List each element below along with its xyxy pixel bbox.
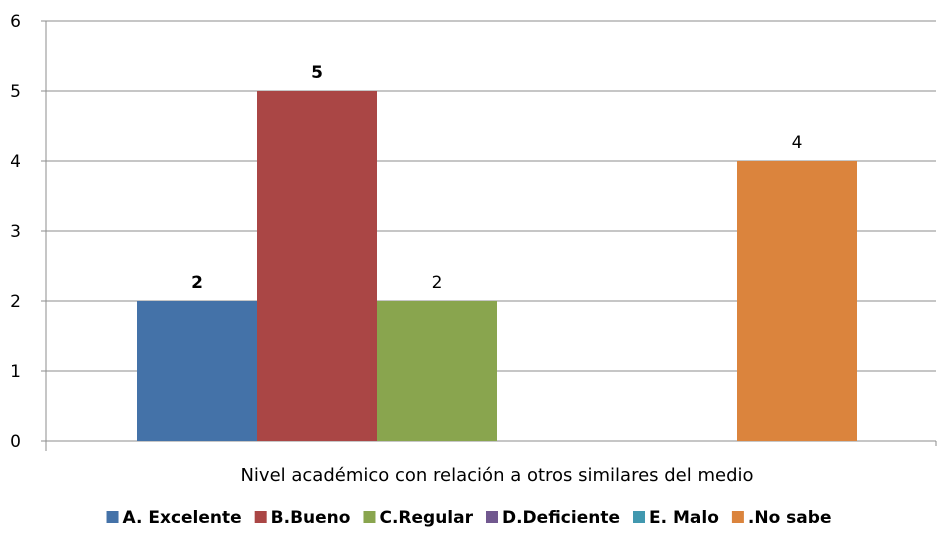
legend-swatch [633, 511, 646, 523]
bar-3 [377, 301, 497, 441]
y-tick-label: 0 [10, 432, 21, 452]
y-tick-label: 6 [10, 12, 21, 32]
legend-label: A. Excelente [123, 508, 242, 528]
y-tick-label: 2 [10, 292, 21, 312]
legend-label: E. Malo [649, 508, 719, 528]
y-tick-label: 1 [10, 362, 21, 382]
y-tick-label: 5 [10, 82, 21, 102]
data-labels: 2 5 2 4 [191, 63, 802, 293]
y-tick-label: 3 [10, 222, 21, 242]
legend-swatch [254, 511, 267, 523]
y-tick-label: 4 [10, 152, 21, 172]
legend-label: B.Bueno [271, 508, 351, 528]
x-axis-title: Nivel académico con relación a otros sim… [240, 465, 753, 486]
bars [137, 91, 857, 441]
bar-6 [737, 161, 857, 441]
data-label: 5 [311, 63, 323, 83]
data-label: 4 [792, 133, 803, 153]
legend-item: A. Excelente [106, 508, 242, 528]
legend-swatch [363, 511, 376, 523]
legend-swatch [106, 511, 119, 523]
legend-swatch [485, 511, 498, 523]
bar-1 [137, 301, 257, 441]
legend-label: D.Deficiente [502, 508, 620, 528]
bar-2 [257, 91, 377, 441]
legend-swatch [731, 511, 744, 523]
legend: A. Excelente B.Bueno C.Regular D.Deficiente… [106, 508, 832, 528]
legend-item: C.Regular [363, 508, 474, 528]
legend-item: .No sabe [731, 508, 832, 528]
legend-label: .No sabe [748, 508, 832, 528]
legend-item: E. Malo [633, 508, 719, 528]
legend-item: B.Bueno [254, 508, 351, 528]
data-label: 2 [432, 273, 443, 293]
data-label: 2 [191, 273, 203, 293]
legend-label: C.Regular [379, 508, 473, 528]
legend-item: D.Deficiente [485, 508, 620, 528]
